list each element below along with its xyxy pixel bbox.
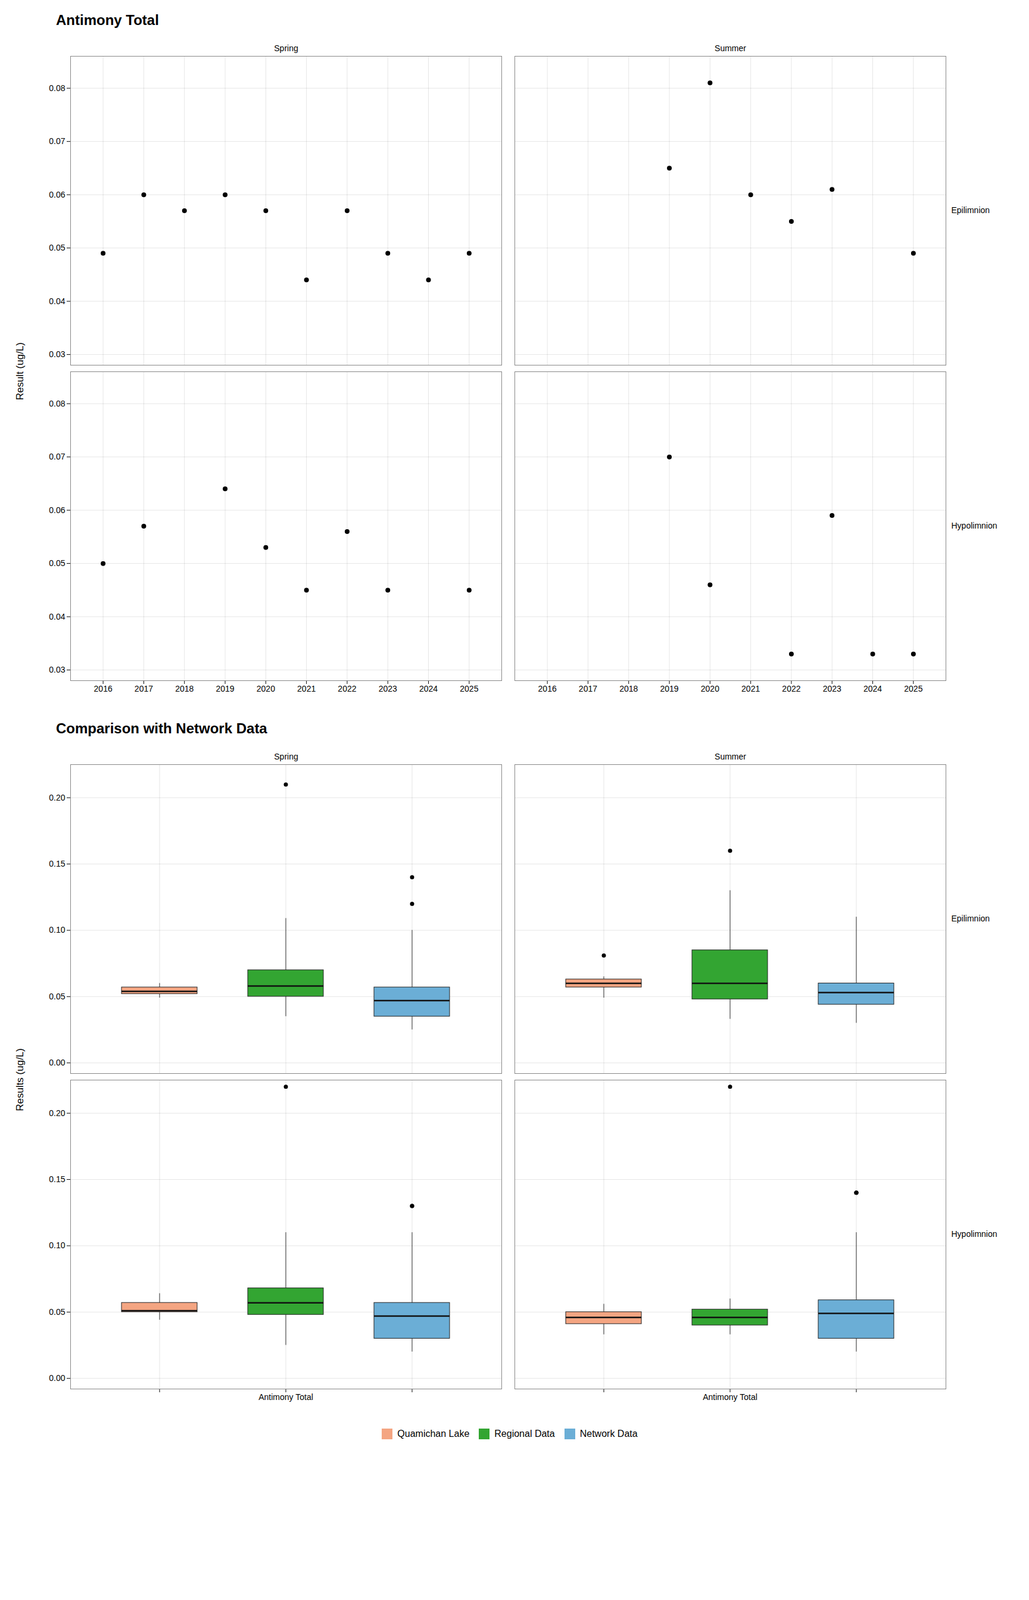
svg-text:2022: 2022 xyxy=(781,684,801,694)
svg-text:2025: 2025 xyxy=(903,684,923,694)
svg-text:0.10: 0.10 xyxy=(48,925,65,935)
svg-text:2019: 2019 xyxy=(215,684,235,694)
html-text:Results (ug/L): Results (ug/L) xyxy=(14,1048,26,1112)
html-text:Network Data: Network Data xyxy=(579,1428,638,1439)
svg-text:Spring: Spring xyxy=(273,752,298,762)
svg-text:2023: 2023 xyxy=(378,684,398,694)
html-text:Quamichan Lake: Quamichan Lake xyxy=(397,1428,470,1439)
svg-text:Spring: Spring xyxy=(273,43,298,53)
svg-text:0.08: 0.08 xyxy=(48,83,65,93)
svg-text:Hypolimnion: Hypolimnion xyxy=(951,1229,998,1240)
svg-text:0.15: 0.15 xyxy=(48,859,65,869)
html-text:Result (ug/L): Result (ug/L) xyxy=(14,342,26,401)
svg-text:0.04: 0.04 xyxy=(48,296,65,307)
svg-text:0.07: 0.07 xyxy=(48,451,65,462)
svg-text:2024: 2024 xyxy=(419,684,438,694)
svg-text:Antimony Total: Antimony Total xyxy=(258,1392,314,1403)
svg-text:2017: 2017 xyxy=(578,684,598,694)
svg-text:0.03: 0.03 xyxy=(48,665,65,675)
svg-text:0.05: 0.05 xyxy=(48,558,65,569)
svg-text:2020: 2020 xyxy=(700,684,720,694)
svg-text:2017: 2017 xyxy=(134,684,154,694)
svg-text:Summer: Summer xyxy=(714,752,747,762)
svg-text:2019: 2019 xyxy=(659,684,679,694)
svg-text:Epilimnion: Epilimnion xyxy=(951,205,991,215)
svg-text:2021: 2021 xyxy=(297,684,316,694)
svg-text:0.03: 0.03 xyxy=(48,349,65,360)
svg-text:0.20: 0.20 xyxy=(48,1108,65,1119)
svg-text:0.04: 0.04 xyxy=(48,612,65,622)
html-text:Comparison with Network Data: Comparison with Network Data xyxy=(55,720,268,737)
svg-text:2016: 2016 xyxy=(538,684,557,694)
svg-text:2020: 2020 xyxy=(256,684,276,694)
svg-text:0.20: 0.20 xyxy=(48,793,65,803)
svg-text:2022: 2022 xyxy=(337,684,357,694)
svg-text:Summer: Summer xyxy=(714,43,747,53)
svg-text:Hypolimnion: Hypolimnion xyxy=(951,521,998,531)
svg-text:0.15: 0.15 xyxy=(48,1174,65,1185)
svg-text:2024: 2024 xyxy=(863,684,882,694)
svg-text:0.08: 0.08 xyxy=(48,398,65,409)
svg-text:2025: 2025 xyxy=(459,684,479,694)
html-text:Regional Data: Regional Data xyxy=(494,1428,555,1439)
svg-text:2021: 2021 xyxy=(741,684,760,694)
svg-text:Antimony Total: Antimony Total xyxy=(702,1392,758,1403)
svg-text:2018: 2018 xyxy=(175,684,194,694)
svg-text:Epilimnion: Epilimnion xyxy=(951,914,991,924)
svg-text:2023: 2023 xyxy=(822,684,842,694)
svg-text:0.05: 0.05 xyxy=(48,242,65,253)
svg-text:0.00: 0.00 xyxy=(48,1058,65,1068)
html-text:Antimony Total: Antimony Total xyxy=(55,11,159,28)
svg-text:2016: 2016 xyxy=(94,684,113,694)
svg-text:2018: 2018 xyxy=(619,684,638,694)
svg-text:0.05: 0.05 xyxy=(48,1307,65,1318)
svg-text:0.06: 0.06 xyxy=(48,505,65,516)
svg-text:0.07: 0.07 xyxy=(48,136,65,146)
svg-text:0.05: 0.05 xyxy=(48,992,65,1002)
svg-text:0.06: 0.06 xyxy=(48,189,65,200)
svg-text:0.00: 0.00 xyxy=(48,1373,65,1384)
svg-text:0.10: 0.10 xyxy=(48,1240,65,1251)
